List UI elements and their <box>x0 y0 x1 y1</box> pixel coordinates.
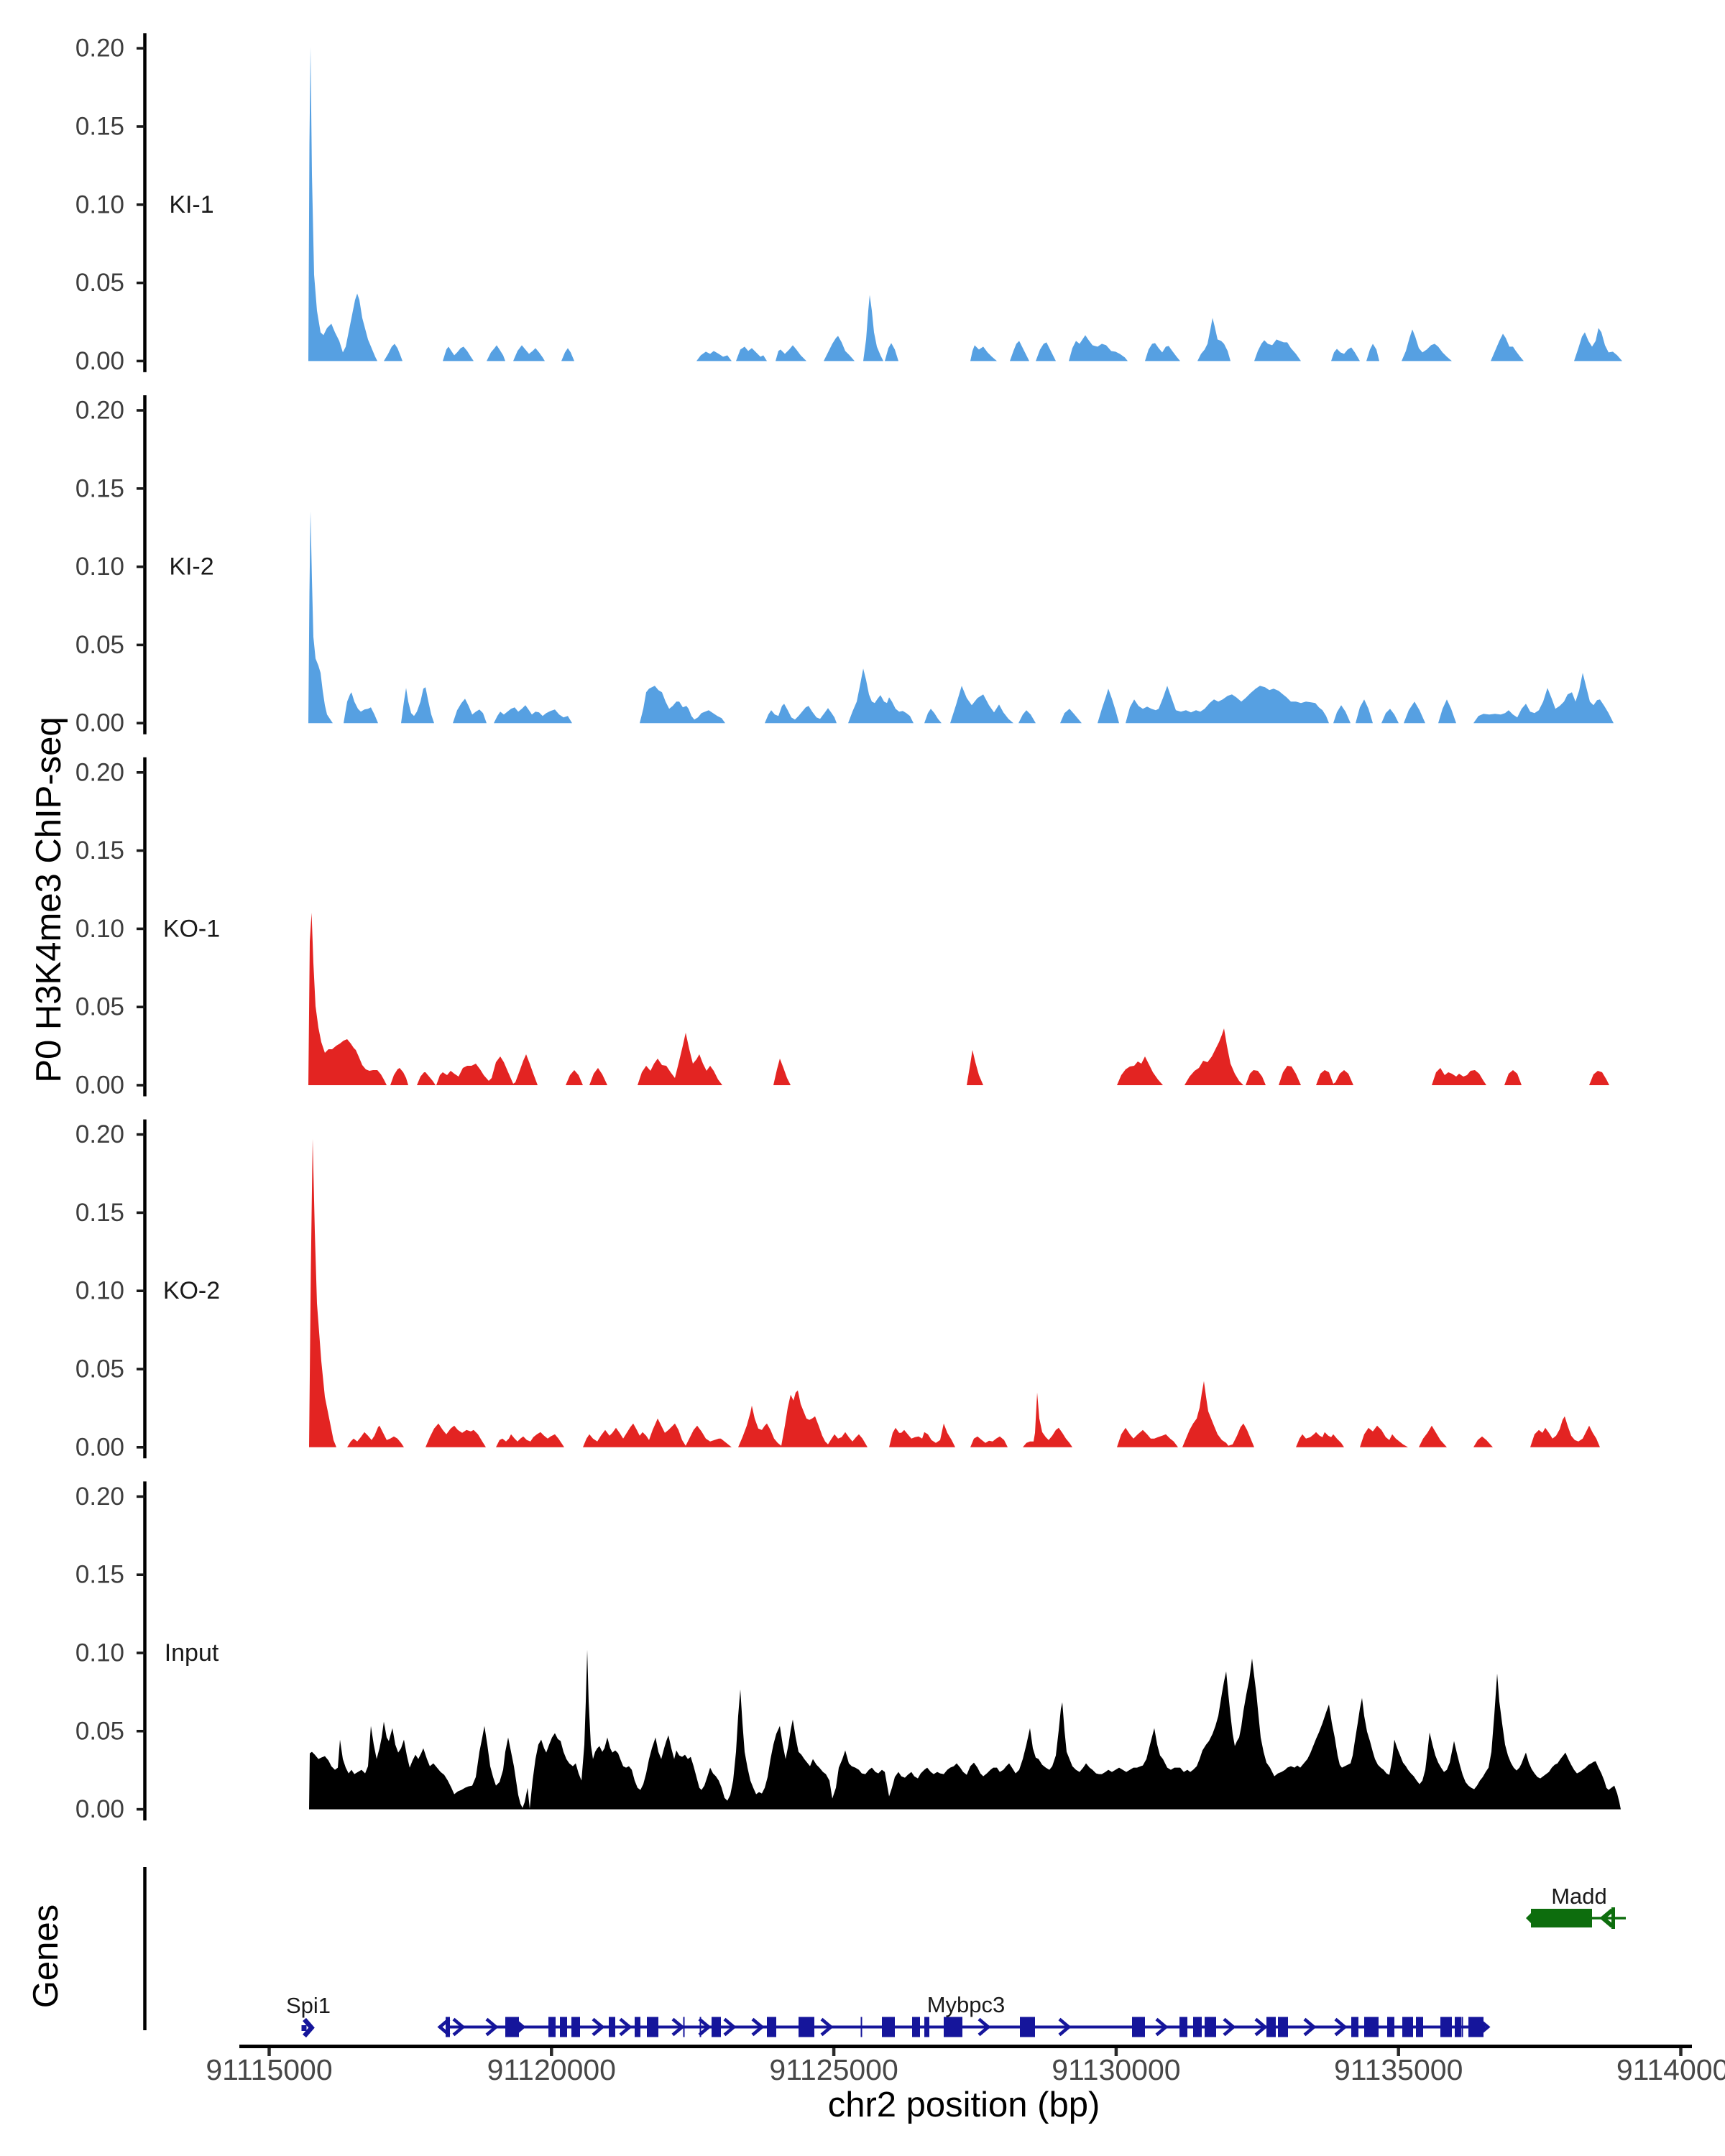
svg-text:Spi1: Spi1 <box>286 1993 331 2018</box>
svg-text:0.00: 0.00 <box>75 1795 124 1823</box>
svg-text:91115000: 91115000 <box>206 2053 332 2086</box>
svg-text:0.15: 0.15 <box>75 837 124 865</box>
svg-text:91120000: 91120000 <box>487 2053 616 2086</box>
svg-text:0.05: 0.05 <box>75 993 124 1021</box>
svg-text:KO-2: KO-2 <box>163 1277 220 1304</box>
svg-text:0.10: 0.10 <box>75 1277 124 1305</box>
svg-text:0.00: 0.00 <box>75 1072 124 1100</box>
svg-text:0.10: 0.10 <box>75 553 124 581</box>
svg-text:0.15: 0.15 <box>75 113 124 141</box>
svg-text:KI-2: KI-2 <box>169 553 213 581</box>
svg-text:Genes: Genes <box>27 1904 65 2008</box>
svg-text:0.20: 0.20 <box>75 397 124 425</box>
svg-text:0.05: 0.05 <box>75 1355 124 1383</box>
svg-text:KO-1: KO-1 <box>163 915 220 942</box>
svg-text:0.15: 0.15 <box>75 474 124 502</box>
svg-text:0.15: 0.15 <box>75 1561 124 1589</box>
svg-text:0.00: 0.00 <box>75 347 124 375</box>
svg-text:0.00: 0.00 <box>75 1433 124 1461</box>
svg-text:0.10: 0.10 <box>75 915 124 943</box>
svg-text:0.15: 0.15 <box>75 1199 124 1227</box>
svg-text:91140000: 91140000 <box>1616 2053 1725 2086</box>
svg-text:Mybpc3: Mybpc3 <box>927 1992 1006 2017</box>
svg-text:91125000: 91125000 <box>769 2053 898 2086</box>
svg-text:0.20: 0.20 <box>75 34 124 63</box>
svg-text:chr2 position (bp): chr2 position (bp) <box>828 2086 1100 2124</box>
svg-text:0.00: 0.00 <box>75 709 124 737</box>
svg-text:91130000: 91130000 <box>1052 2053 1180 2086</box>
svg-text:0.05: 0.05 <box>75 269 124 297</box>
svg-text:Input: Input <box>165 1639 219 1667</box>
svg-text:0.10: 0.10 <box>75 190 124 218</box>
svg-text:0.20: 0.20 <box>75 1120 124 1148</box>
svg-text:0.20: 0.20 <box>75 1483 124 1511</box>
svg-text:KI-1: KI-1 <box>169 191 213 218</box>
svg-text:0.05: 0.05 <box>75 631 124 659</box>
svg-text:91135000: 91135000 <box>1334 2053 1463 2086</box>
svg-text:0.20: 0.20 <box>75 758 124 786</box>
svg-text:P0 H3K4me3 ChIP-seq: P0 H3K4me3 ChIP-seq <box>29 717 68 1082</box>
svg-text:0.05: 0.05 <box>75 1717 124 1745</box>
svg-text:0.10: 0.10 <box>75 1639 124 1667</box>
svg-text:Madd: Madd <box>1551 1884 1607 1909</box>
